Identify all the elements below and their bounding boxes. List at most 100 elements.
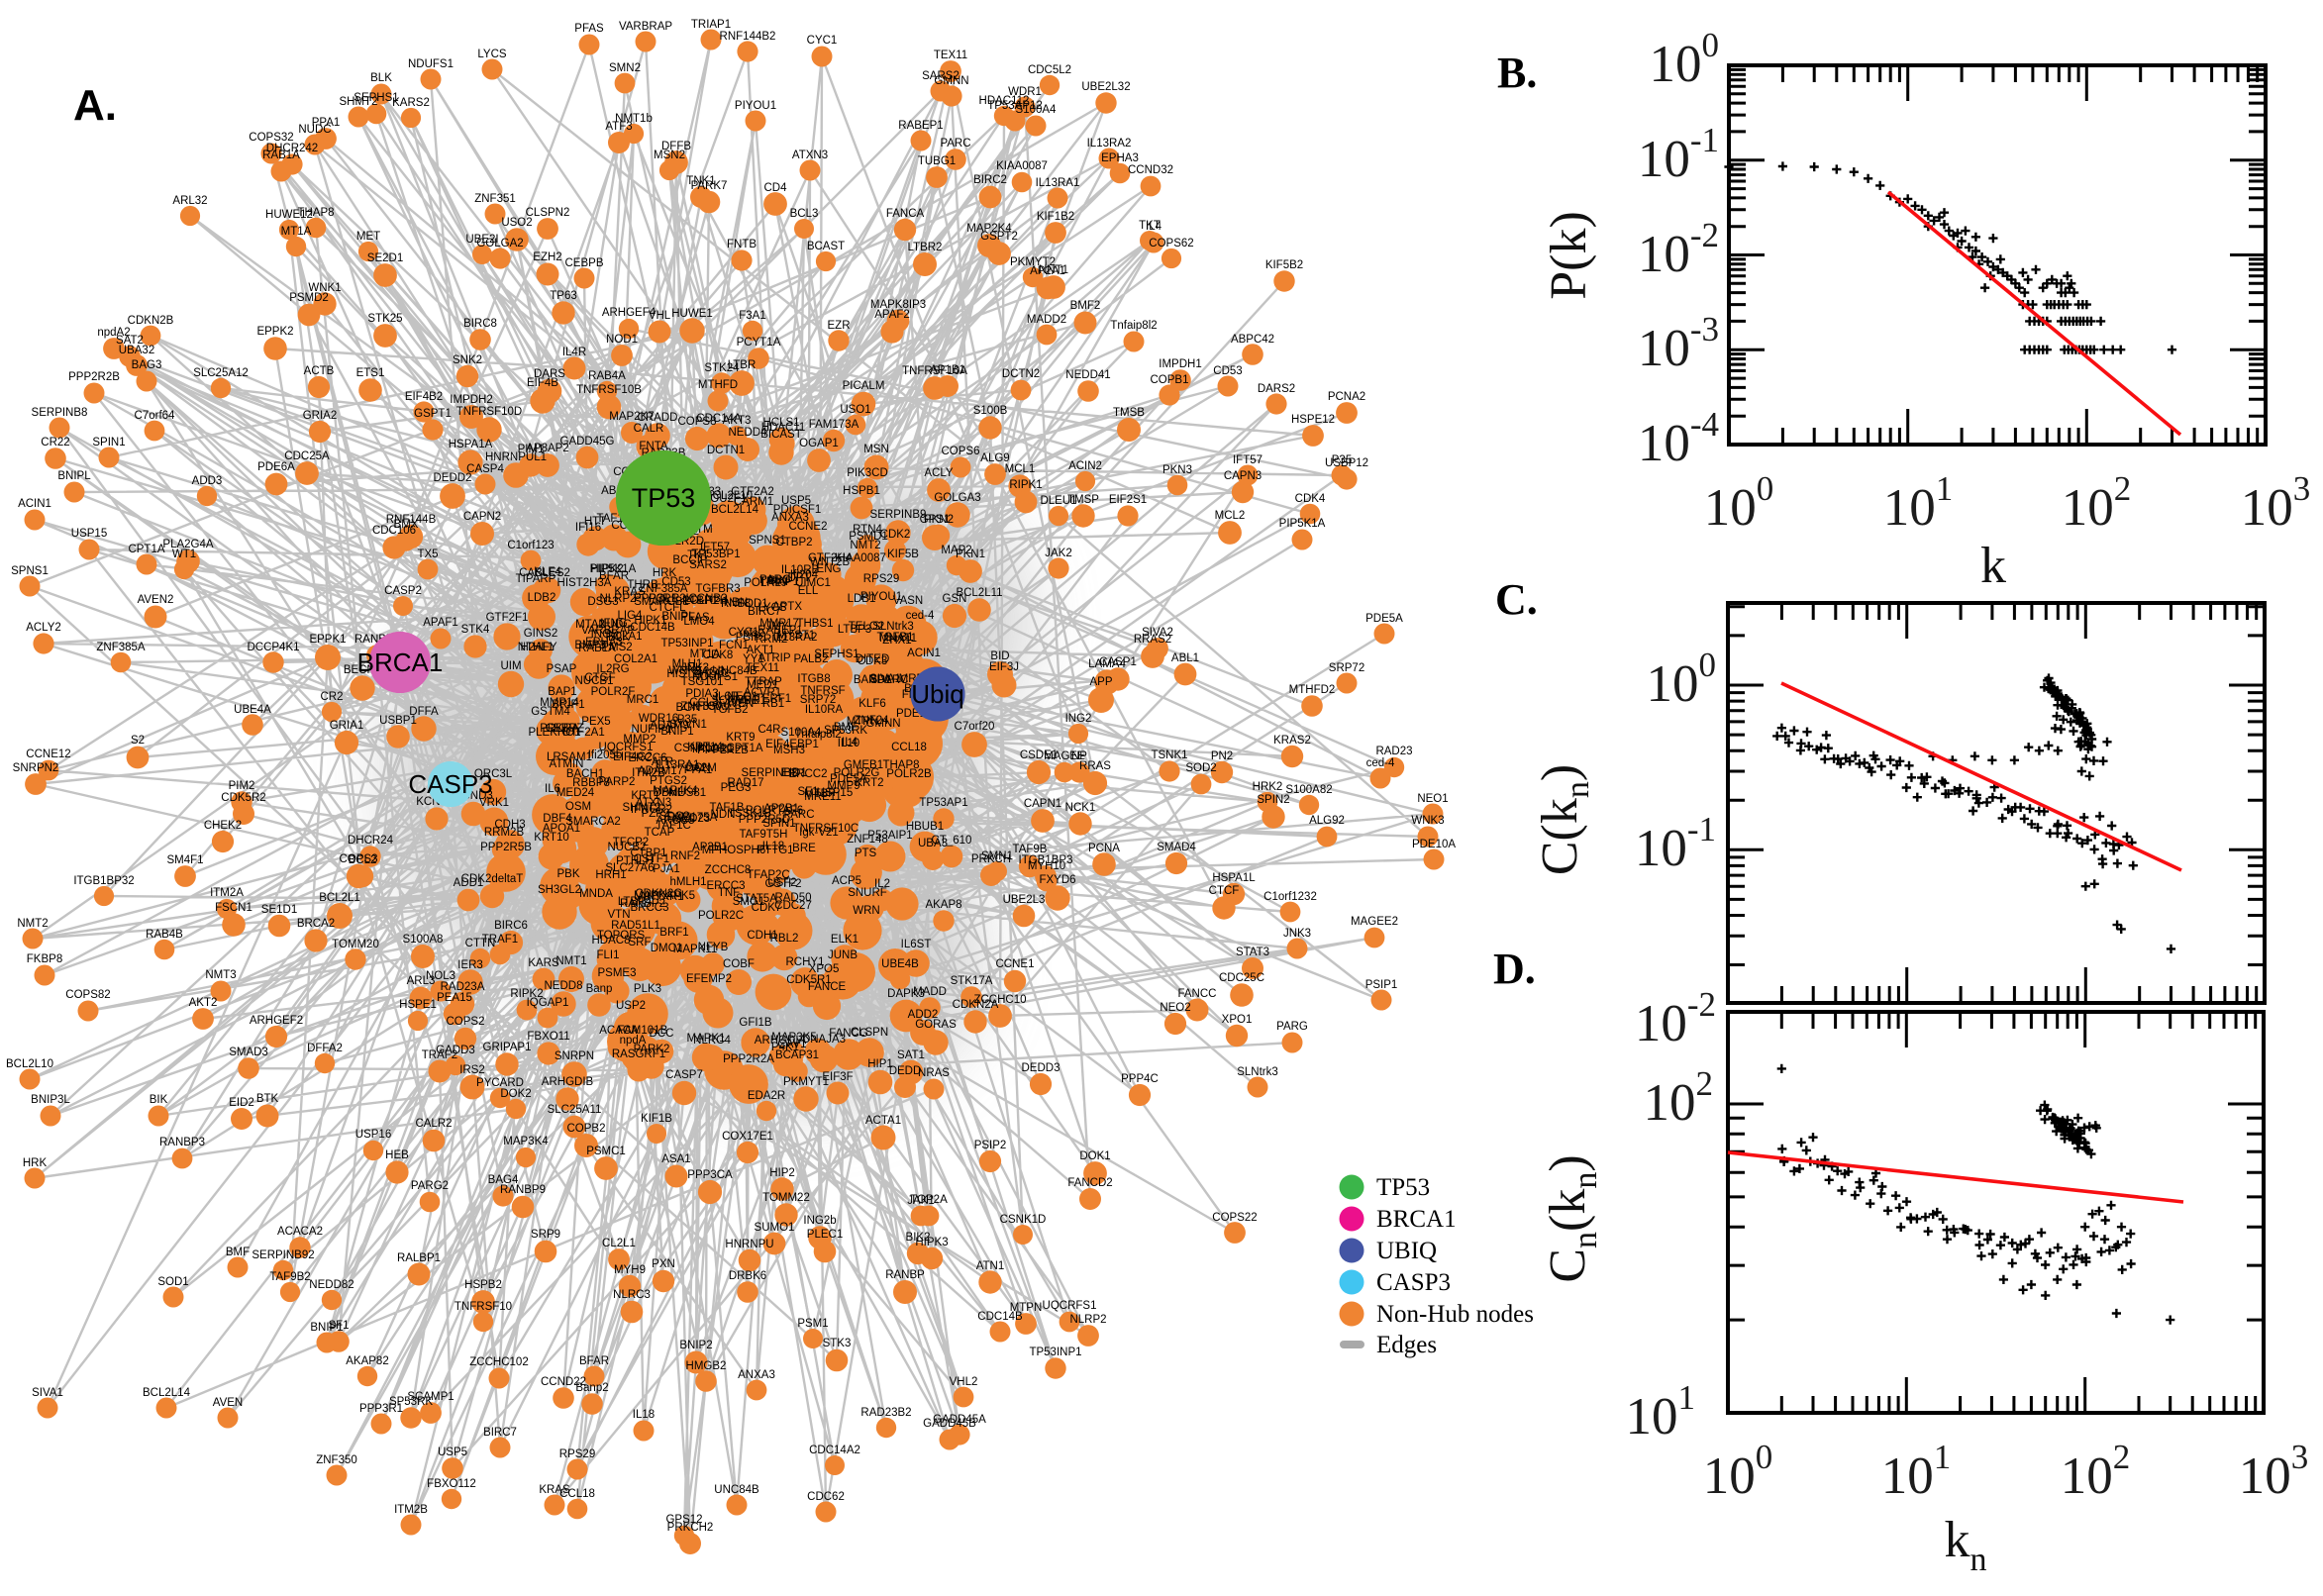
svg-text:PDE10A: PDE10A (1412, 839, 1456, 850)
svg-text:SLC25A12: SLC25A12 (193, 367, 249, 379)
svg-text:SERPINB8: SERPINB8 (742, 767, 798, 779)
svg-text:TFCP2: TFCP2 (613, 837, 649, 848)
svg-text:CASP4: CASP4 (466, 463, 504, 475)
svg-text:IFNG: IFNG (600, 618, 628, 630)
svg-text:GTF2H4: GTF2H4 (808, 552, 853, 564)
svg-text:GMNN: GMNN (865, 718, 900, 730)
svg-text:ZNF351: ZNF351 (474, 193, 516, 205)
svg-text:LTBP4: LTBP4 (618, 896, 653, 908)
svg-text:GRIA1: GRIA1 (330, 720, 364, 732)
svg-text:BFAR: BFAR (599, 570, 629, 582)
svg-text:IRS2: IRS2 (459, 1064, 485, 1076)
svg-text:PPP2R2B: PPP2R2B (697, 745, 749, 756)
svg-text:PARC: PARC (783, 809, 814, 821)
svg-text:BCL2L14: BCL2L14 (711, 504, 759, 516)
svg-text:DCC: DCC (650, 1028, 674, 1040)
svg-text:PCNA: PCNA (1088, 843, 1120, 854)
svg-text:PJA1: PJA1 (653, 863, 680, 875)
svg-text:TCAP: TCAP (645, 827, 675, 839)
svg-text:RABEP1: RABEP1 (758, 625, 802, 637)
svg-text:MMP9: MMP9 (827, 780, 859, 792)
svg-text:A2M: A2M (693, 762, 717, 774)
svg-text:CASP2: CASP2 (384, 585, 422, 597)
svg-text:KIAA0087: KIAA0087 (835, 552, 886, 564)
svg-text:BIRC8: BIRC8 (463, 318, 497, 330)
svg-text:IL6ST: IL6ST (901, 939, 932, 950)
svg-text:PARG2: PARG2 (411, 1180, 449, 1192)
svg-text:UQCRFS1: UQCRFS1 (599, 742, 654, 753)
svg-text:IL13RA2: IL13RA2 (773, 632, 818, 644)
svg-text:SMG1: SMG1 (733, 896, 765, 908)
svg-text:ACTB: ACTB (304, 365, 335, 377)
svg-text:PIP5K1A: PIP5K1A (1279, 518, 1326, 530)
svg-text:EZR: EZR (828, 320, 851, 332)
svg-text:CABLES2: CABLES2 (519, 567, 570, 579)
svg-text:MPHOSPH6: MPHOSPH6 (702, 845, 766, 856)
svg-text:PDE5A: PDE5A (830, 773, 867, 785)
svg-text:EIF3J: EIF3J (989, 661, 1019, 673)
svg-text:PSMC1: PSMC1 (586, 1146, 626, 1157)
svg-text:ARHGEF2: ARHGEF2 (250, 1015, 303, 1027)
svg-text:MADD2: MADD2 (1027, 314, 1066, 326)
svg-text:GADD45B: GADD45B (923, 1418, 976, 1430)
svg-text:GSN: GSN (943, 593, 967, 605)
svg-text:DEDD: DEDD (889, 1065, 922, 1077)
svg-text:SOD1: SOD1 (737, 598, 767, 610)
svg-text:TP53: TP53 (1376, 1174, 1430, 1201)
svg-text:ACLY2: ACLY2 (26, 622, 61, 634)
svg-text:ING5: ING5 (591, 629, 618, 641)
svg-text:ACACA: ACACA (599, 1025, 639, 1037)
svg-text:DNAJA3: DNAJA3 (802, 1034, 846, 1046)
svg-text:KIF1B2: KIF1B2 (1037, 211, 1074, 223)
svg-text:CCND32: CCND32 (1128, 164, 1173, 176)
svg-text:HNRNPU: HNRNPU (725, 1239, 773, 1250)
svg-text:KIAA0087: KIAA0087 (996, 160, 1048, 172)
svg-text:B.: B. (1497, 49, 1537, 97)
svg-text:PPP2R2B: PPP2R2B (68, 371, 120, 383)
svg-text:JMY: JMY (766, 621, 789, 633)
svg-text:MYST1: MYST1 (777, 630, 815, 642)
svg-text:KIF5B: KIF5B (887, 549, 919, 560)
svg-text:COPS8: COPS8 (678, 416, 717, 428)
svg-text:LYCS: LYCS (758, 602, 787, 614)
svg-text:CASP3: CASP3 (408, 769, 492, 799)
svg-text:CCL18: CCL18 (891, 742, 927, 753)
svg-text:FAM175A: FAM175A (667, 812, 718, 824)
svg-text:CDH3: CDH3 (494, 819, 525, 831)
svg-text:FNTB: FNTB (727, 239, 757, 250)
svg-text:LDB2: LDB2 (528, 592, 556, 604)
svg-text:ITGAV: ITGAV (697, 701, 731, 713)
svg-text:PRKCH2: PRKCH2 (667, 1522, 714, 1534)
svg-text:STK3: STK3 (823, 1338, 852, 1349)
svg-text:RBL2: RBL2 (770, 933, 799, 945)
svg-text:TERF1: TERF1 (756, 693, 791, 705)
svg-text:CDC25A: CDC25A (284, 450, 330, 462)
svg-text:NTHL1: NTHL1 (518, 642, 554, 653)
svg-text:TKT: TKT (1139, 220, 1161, 232)
svg-text:NBN: NBN (724, 597, 748, 609)
svg-text:FSCN1: FSCN1 (215, 902, 252, 914)
svg-text:WDR1: WDR1 (733, 695, 766, 707)
svg-text:CEBPB: CEBPB (565, 257, 604, 269)
svg-text:HSPA1L: HSPA1L (1212, 872, 1256, 884)
svg-text:k: k (1980, 538, 2006, 594)
svg-text:VTN: VTN (608, 909, 631, 921)
svg-text:NMT2: NMT2 (850, 540, 880, 551)
svg-text:ERCC3: ERCC3 (707, 880, 746, 892)
svg-text:NEDD8: NEDD8 (545, 980, 583, 992)
svg-text:ANXA3: ANXA3 (738, 1369, 775, 1381)
svg-text:NUFIP1: NUFIP1 (632, 724, 672, 736)
svg-text:WDR1: WDR1 (1008, 86, 1042, 98)
svg-text:CTCF: CTCF (1209, 885, 1240, 897)
svg-text:HBUB1: HBUB1 (906, 821, 944, 833)
svg-text:VASN: VASN (893, 595, 923, 607)
svg-text:TELO2: TELO2 (849, 621, 884, 633)
svg-text:SPIN1: SPIN1 (762, 818, 795, 830)
svg-text:COX17E1: COX17E1 (722, 1131, 773, 1143)
svg-text:DHCR242: DHCR242 (266, 143, 318, 154)
svg-text:FBXO112: FBXO112 (427, 1478, 476, 1490)
svg-text:HUWE12: HUWE12 (265, 209, 313, 221)
svg-text:SHMT2: SHMT2 (623, 802, 661, 814)
svg-text:POLA1: POLA1 (605, 631, 642, 643)
svg-text:BCCIP: BCCIP (672, 554, 707, 566)
